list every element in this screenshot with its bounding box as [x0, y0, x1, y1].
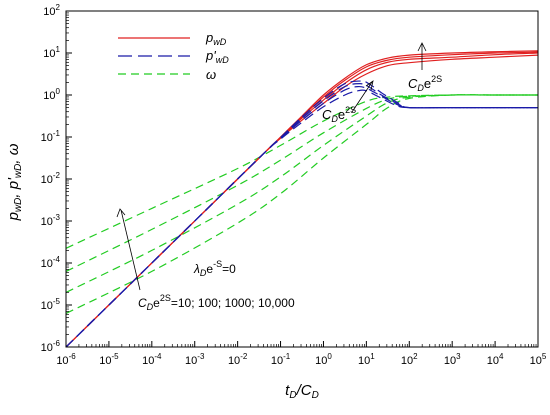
- y-tick-label: 102: [43, 3, 60, 18]
- label-cd-list: CDe2S=10; 100; 1000; 10,000: [138, 293, 295, 312]
- legend-label-pwD: pwD: [205, 30, 227, 47]
- x-tick-label: 100: [315, 352, 332, 367]
- x-tick-label: 104: [487, 352, 504, 367]
- y-tick-label: 10-1: [41, 129, 61, 144]
- y-tick-label: 10-3: [41, 213, 61, 228]
- series-dpwD-10000: [65, 80, 538, 348]
- arrow-cd-mid: [351, 81, 373, 113]
- legend-label-omega: ω: [206, 67, 216, 82]
- y-tick-label: 10-6: [41, 339, 61, 354]
- arrow-cd-list: [120, 209, 141, 291]
- annotation-lambda: λDe-S=0: [193, 259, 236, 278]
- x-tick-label: 103: [444, 352, 461, 367]
- y-tick-label: 10-4: [41, 255, 61, 270]
- x-tick-label: 10-1: [271, 352, 291, 367]
- x-tick-label: 102: [401, 352, 418, 367]
- x-tick-label: 10-4: [142, 352, 162, 367]
- axis-layer: 10-6 10-5 10-4 10-3 10-2 10-1 100 101 102 103 104 1…: [41, 3, 547, 367]
- x-tick-label: 10-5: [99, 352, 119, 367]
- label-lambda: λDe-S=0: [193, 259, 236, 278]
- y-tick-label: 10-5: [41, 297, 61, 312]
- label-cd-mid: CDe2S: [322, 105, 356, 124]
- y-tick-label: 100: [43, 87, 60, 102]
- label-cd-top: CDe2S: [408, 74, 442, 93]
- annotation-cd-top: CDe2S: [408, 42, 442, 93]
- plot-frame: [65, 10, 539, 348]
- y-tick-label: 10-2: [41, 171, 61, 186]
- arrowhead-cd-top: [417, 42, 427, 52]
- x-tick-label: 10-3: [185, 352, 205, 367]
- arrowhead-cd-list: [116, 208, 126, 218]
- arrowhead-cd-mid: [365, 80, 374, 91]
- x-tick-label: 105: [530, 352, 547, 367]
- plot-background: [66, 11, 538, 347]
- legend-label-dpwD: p'wD: [205, 48, 229, 65]
- legend: pwD p'wD ω: [118, 30, 229, 82]
- x-axis-title: tD/CD: [285, 382, 319, 401]
- x-tick-label: 101: [358, 352, 375, 367]
- y-tick-label: 101: [43, 45, 60, 60]
- annotation-cd-list: CDe2S=10; 100; 1000; 10,000: [116, 208, 295, 312]
- y-axis-title: pwD, p'wD, ω: [5, 143, 24, 221]
- series-layer: [65, 50, 539, 348]
- x-tick-label: 10-2: [228, 352, 248, 367]
- series-omega-10000: [65, 94, 538, 314]
- x-tick-label: 10-6: [56, 352, 76, 367]
- annotation-cd-mid: CDe2S: [322, 80, 374, 124]
